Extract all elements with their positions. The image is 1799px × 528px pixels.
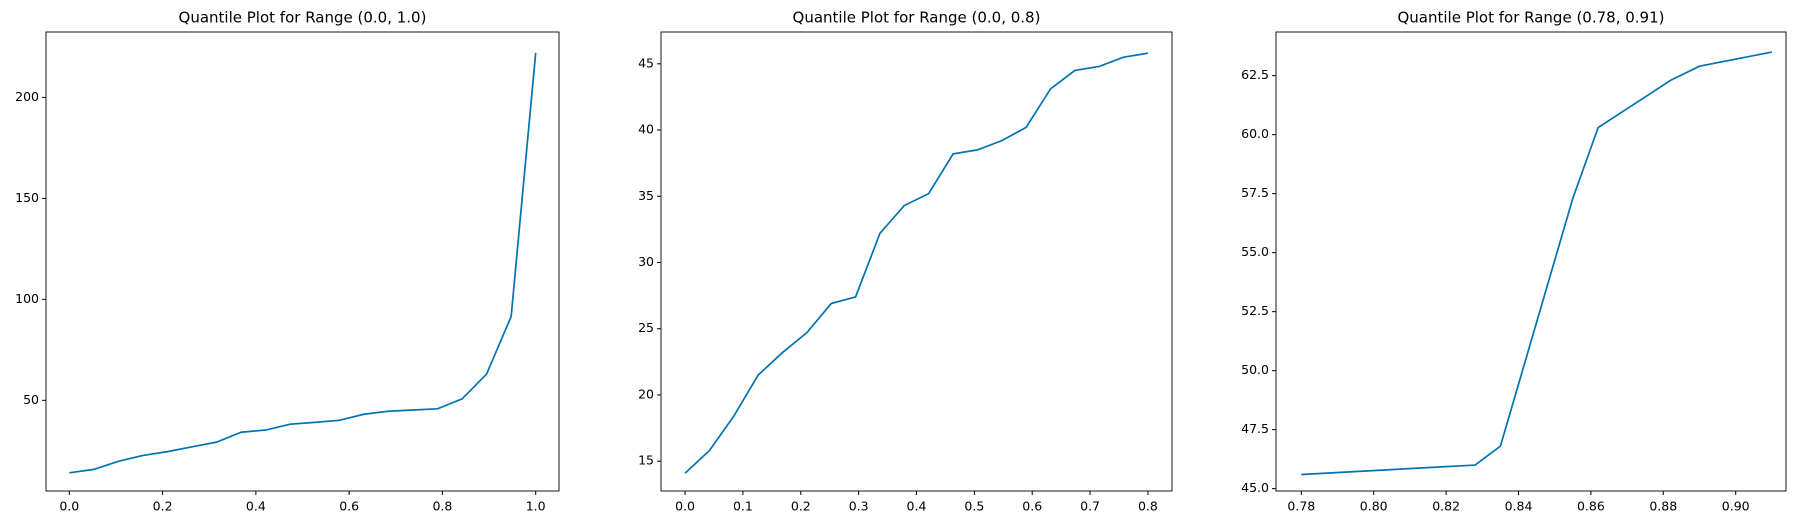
x-tick-label: 0.4: [907, 499, 927, 514]
y-tick-label: 60.0: [1241, 126, 1269, 141]
y-tick-label: 35: [638, 188, 654, 203]
x-tick-label: 0.78: [1287, 499, 1315, 514]
x-tick-label: 0.80: [1360, 499, 1388, 514]
y-tick-label: 57.5: [1241, 185, 1269, 200]
y-tick-label: 50: [23, 392, 39, 407]
y-tick-label: 25: [638, 320, 654, 335]
x-tick-label: 1.0: [526, 499, 546, 514]
plot-frame: [660, 31, 1173, 492]
y-tick-label: 50.0: [1241, 362, 1269, 377]
x-tick-label: 0.8: [1138, 499, 1158, 514]
y-tick-label: 20: [638, 386, 654, 401]
line-series: [69, 52, 537, 474]
x-tick-label: 0.82: [1432, 499, 1460, 514]
x-tick-label: 0.2: [791, 499, 811, 514]
y-tick-label: 15: [638, 453, 654, 468]
x-tick-label: 0.7: [1080, 499, 1100, 514]
x-tick-label: 0.2: [153, 499, 173, 514]
x-tick-label: 0.1: [733, 499, 753, 514]
plot-frame: [1275, 31, 1787, 492]
x-tick-label: 0.0: [675, 499, 695, 514]
line-series: [1301, 51, 1773, 476]
x-tick-label: 0.84: [1505, 499, 1533, 514]
x-tick-label: 0.6: [339, 499, 359, 514]
chart-title: Quantile Plot for Range (0.0, 0.8): [793, 9, 1041, 27]
y-tick-label: 200: [15, 89, 39, 104]
x-tick-label: 0.88: [1649, 499, 1677, 514]
y-tick-label: 150: [15, 190, 39, 205]
x-tick-label: 0.90: [1722, 499, 1750, 514]
x-tick-label: 0.86: [1577, 499, 1605, 514]
x-tick-label: 0.6: [1022, 499, 1042, 514]
line-series: [684, 52, 1149, 474]
x-tick-label: 0.8: [432, 499, 452, 514]
y-tick-label: 100: [15, 291, 39, 306]
y-tick-label: 47.5: [1241, 421, 1269, 436]
y-tick-label: 30: [638, 254, 654, 269]
x-tick-label: 0.4: [246, 499, 266, 514]
y-tick-label: 40: [638, 122, 654, 137]
y-tick-label: 45: [638, 55, 654, 70]
y-tick-label: 55.0: [1241, 244, 1269, 259]
y-tick-label: 62.5: [1241, 67, 1269, 82]
y-tick-label: 45.0: [1241, 480, 1269, 495]
x-tick-label: 0.0: [59, 499, 79, 514]
chart-title: Quantile Plot for Range (0.78, 0.91): [1397, 9, 1664, 27]
plot-frame: [45, 31, 560, 492]
y-tick-label: 52.5: [1241, 303, 1269, 318]
x-tick-label: 0.5: [964, 499, 984, 514]
chart-title: Quantile Plot for Range (0.0, 1.0): [179, 9, 427, 27]
x-tick-label: 0.3: [849, 499, 869, 514]
